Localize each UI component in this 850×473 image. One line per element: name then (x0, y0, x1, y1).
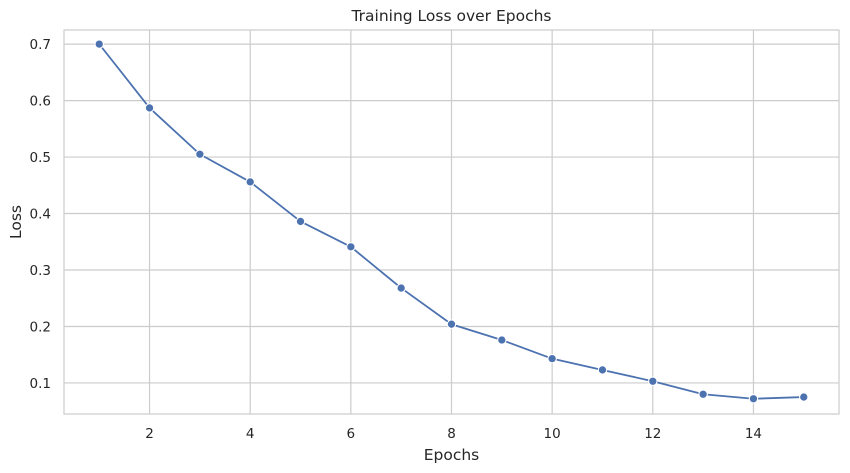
data-point (295, 216, 306, 227)
data-point (648, 376, 658, 386)
x-axis-title: Epochs (424, 446, 480, 464)
data-point (144, 103, 155, 113)
data-point (497, 335, 507, 345)
y-tick-label: 0.3 (30, 263, 51, 279)
x-tick-label: 10 (544, 426, 561, 442)
data-point (698, 389, 708, 399)
x-tick-label: 2 (145, 426, 154, 442)
data-point (446, 319, 457, 329)
data-point (94, 39, 104, 49)
y-tick-label: 0.1 (30, 376, 51, 392)
y-tick-label: 0.7 (30, 37, 51, 53)
plot-frame (63, 29, 840, 415)
series-group (94, 39, 809, 404)
x-tick-label: 6 (347, 426, 356, 442)
y-tick-label: 0.6 (30, 94, 51, 110)
y-tick-label: 0.2 (30, 319, 51, 335)
data-point (396, 283, 406, 293)
data-point (748, 394, 759, 404)
data-point (245, 177, 255, 187)
y-tick-label: 0.4 (30, 207, 51, 223)
data-point (346, 242, 356, 252)
data-point (547, 353, 557, 364)
grid (64, 30, 839, 414)
data-point (799, 392, 809, 402)
y-tick-label: 0.5 (30, 150, 51, 166)
x-tick-label: 8 (447, 426, 456, 442)
x-axis-ticks: 2 4 6 8 10 12 14 (145, 426, 762, 442)
x-tick-label: 12 (644, 426, 661, 442)
y-axis-ticks: 0.1 0.2 0.3 0.4 0.5 0.6 0.7 (30, 37, 51, 392)
data-point (597, 365, 608, 375)
y-axis-title: Loss (7, 205, 25, 239)
chart-title: Training Loss over Epochs (350, 7, 551, 25)
x-tick-label: 4 (246, 426, 255, 442)
x-tick-label: 14 (745, 426, 762, 442)
data-point (195, 149, 205, 159)
